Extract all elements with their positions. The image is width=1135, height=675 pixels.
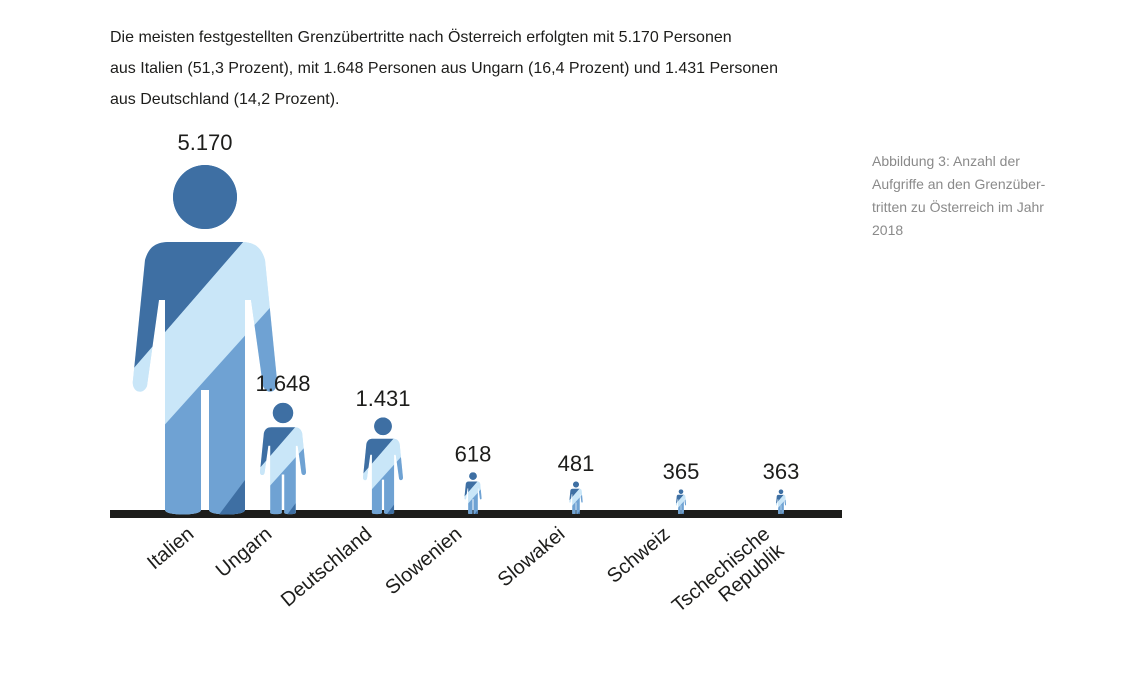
intro-line: aus Italien (51,3 Prozent), mit 1.648 Pe… [110, 60, 778, 77]
person-bar-deutschland [363, 417, 403, 515]
caption-line: Aufgriffe an den Grenzüber- [872, 176, 1046, 192]
category-label: Ungarn [212, 523, 276, 582]
caption-line: tritten zu Österreich im Jahr [872, 199, 1044, 215]
data-label: 363 [763, 459, 800, 484]
person-bar-slowenien [464, 472, 482, 515]
data-label: 365 [663, 459, 700, 484]
figure-caption: Abbildung 3: Anzahl der Aufgriffe an den… [872, 150, 1102, 242]
person-bar-italien [132, 165, 278, 515]
data-label: 481 [558, 451, 595, 476]
intro-line: aus Deutschland (14,2 Prozent). [110, 91, 340, 108]
category-label: TschechischeRepublik [668, 522, 789, 634]
person-bar-ungarn [259, 402, 307, 515]
person-bar-slowakei [569, 481, 583, 515]
category-label: Deutschland [277, 523, 376, 611]
data-label: 1.431 [355, 386, 410, 411]
category-label: Slowakei [494, 523, 569, 591]
caption-line: 2018 [872, 222, 904, 238]
data-label: 618 [455, 442, 492, 467]
caption-line: Abbildung 3: Anzahl der [872, 153, 1020, 169]
data-label: 5.170 [177, 130, 232, 155]
category-label: Schweiz [603, 523, 674, 588]
intro-text: Die meisten festgestellten Grenzübertrit… [110, 22, 855, 115]
data-label: 1.648 [255, 371, 310, 396]
category-label: Italien [143, 523, 198, 574]
intro-line: Die meisten festgestellten Grenzübertrit… [110, 29, 732, 46]
category-label: Slowenien [381, 523, 466, 599]
